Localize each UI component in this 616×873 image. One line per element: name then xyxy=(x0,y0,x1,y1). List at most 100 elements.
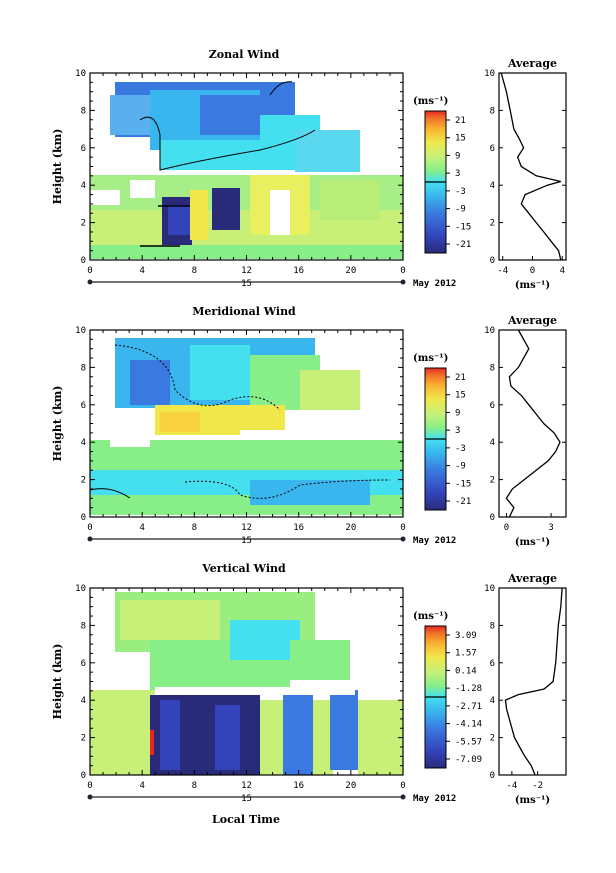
x-tick-label: 12 xyxy=(241,523,252,533)
average-x-tick-label: 3 xyxy=(548,523,553,533)
y-tick-label: 8 xyxy=(81,363,86,373)
average-y-tick-label: 0 xyxy=(490,513,495,523)
y-tick-label: 2 xyxy=(81,219,86,229)
day-bar-end xyxy=(400,536,406,542)
colorbar-tick-label: -15 xyxy=(455,222,471,232)
y-tick-label: 4 xyxy=(81,181,86,191)
x-tick-label: 20 xyxy=(345,523,356,533)
y-tick-label: 0 xyxy=(81,771,86,781)
average-x-tick-label: 0 xyxy=(530,266,535,276)
y-tick-label: 4 xyxy=(81,696,86,706)
y-tick-label: 2 xyxy=(81,476,86,486)
average-title: Average xyxy=(507,314,557,327)
average-profile-line xyxy=(500,72,562,261)
average-profile-line xyxy=(505,329,561,518)
average-profile-line xyxy=(504,587,563,776)
y-tick-label: 4 xyxy=(81,438,86,448)
x-tick-label: 20 xyxy=(345,781,356,791)
colorbar-tick-label: 9 xyxy=(455,151,460,161)
colorbar-tick-label: -3 xyxy=(455,444,466,454)
average-y-tick-label: 2 xyxy=(490,219,495,229)
day-label: 15 xyxy=(241,794,252,804)
average-y-tick-label: 8 xyxy=(490,106,495,116)
x-tick-label: 16 xyxy=(293,781,304,791)
colorbar-tick-label: 3.09 xyxy=(455,631,477,641)
colorbar-unit: (ms⁻¹) xyxy=(413,353,448,364)
colorbar-tick-label: 9 xyxy=(455,408,460,418)
y-tick-label: 8 xyxy=(81,621,86,631)
x-tick-label: 4 xyxy=(139,266,144,276)
colorbar-tick-label: -5.57 xyxy=(455,737,482,747)
heatmap-meridional xyxy=(89,338,403,515)
average-x-tick-label: 4 xyxy=(560,266,565,276)
y-tick-label: 0 xyxy=(81,513,86,523)
x-tick-label: 4 xyxy=(139,523,144,533)
x-tick-label: 12 xyxy=(241,266,252,276)
colorbar-tick-label: -1.28 xyxy=(455,684,482,694)
average-title: Average xyxy=(507,57,557,70)
heatmap-zonal xyxy=(90,81,403,259)
x-tick-label: 0 xyxy=(87,781,92,791)
colorbar-tick-label: -3 xyxy=(455,187,466,197)
x-tick-label: 8 xyxy=(192,523,197,533)
colorbar-tick-label: 21 xyxy=(455,116,466,126)
average-frame xyxy=(498,587,567,776)
colorbar-tick-label: -21 xyxy=(455,240,471,250)
y-tick-label: 10 xyxy=(75,69,86,79)
y-tick-label: 0 xyxy=(81,256,86,266)
average-y-tick-label: 8 xyxy=(490,621,495,631)
y-axis-label: Height (km) xyxy=(51,129,64,205)
x-tick-label: 4 xyxy=(139,781,144,791)
panel-meridional: Meridional Wind xyxy=(89,305,403,515)
average-y-tick-label: 6 xyxy=(490,144,495,154)
average-y-tick-label: 2 xyxy=(490,476,495,486)
colorbar-tick-label: -15 xyxy=(455,479,471,489)
panel-title: Vertical Wind xyxy=(201,562,286,575)
y-axis-label: Height (km) xyxy=(51,386,64,462)
average-y-tick-label: 8 xyxy=(490,363,495,373)
day-bar-start xyxy=(87,794,93,800)
x-tick-label: 0 xyxy=(400,781,405,791)
colorbar-tick-label: -9 xyxy=(455,205,466,215)
colorbar-tick-label: 15 xyxy=(455,134,466,144)
x-tick-label: 0 xyxy=(87,266,92,276)
x-tick-label: 8 xyxy=(192,781,197,791)
average-y-tick-label: 4 xyxy=(490,181,495,191)
panel-vertical: Vertical Wind xyxy=(90,562,403,775)
panel-title: Zonal Wind xyxy=(209,48,280,61)
day-bar-start xyxy=(87,279,93,285)
y-axis-label: Height (km) xyxy=(51,644,64,720)
average-x-tick-label: -2 xyxy=(532,781,543,791)
average-unit: (ms⁻¹) xyxy=(515,280,550,291)
x-tick-label: 0 xyxy=(400,266,405,276)
y-tick-label: 10 xyxy=(75,326,86,336)
average-y-tick-label: 6 xyxy=(490,659,495,669)
panel-zonal: Zonal Wind xyxy=(90,48,403,259)
colorbar-tick-label: -2.71 xyxy=(455,702,482,712)
y-tick-label: 2 xyxy=(81,734,86,744)
colorbar-tick-label: -9 xyxy=(455,462,466,472)
average-y-tick-label: 4 xyxy=(490,438,495,448)
average-frame xyxy=(498,72,567,261)
heatmap-vertical xyxy=(90,592,403,775)
date-label: May 2012 xyxy=(413,279,456,289)
y-tick-label: 6 xyxy=(81,659,86,669)
panel-title: Meridional Wind xyxy=(192,305,296,318)
colorbar-tick-label: -21 xyxy=(455,497,471,507)
x-tick-label: 16 xyxy=(293,266,304,276)
average-y-tick-label: 10 xyxy=(484,69,495,79)
day-label: 15 xyxy=(241,536,252,546)
average-unit: (ms⁻¹) xyxy=(515,795,550,806)
colorbar-tick-label: 21 xyxy=(455,373,466,383)
date-label: May 2012 xyxy=(413,794,456,804)
colorbar-tick-label: 0.14 xyxy=(455,666,477,676)
average-y-tick-label: 0 xyxy=(490,256,495,266)
average-y-tick-label: 6 xyxy=(490,401,495,411)
average-y-tick-label: 2 xyxy=(490,734,495,744)
colorbar-tick-label: 1.57 xyxy=(455,649,477,659)
colorbar-tick-label: -7.09 xyxy=(455,755,482,765)
